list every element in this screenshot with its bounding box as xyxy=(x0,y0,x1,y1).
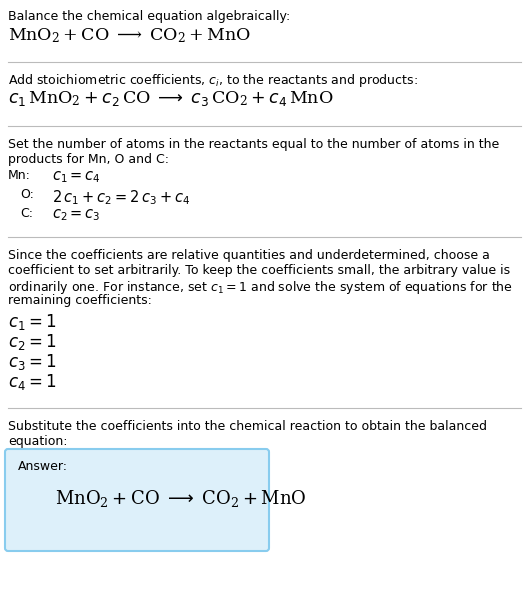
Text: Answer:: Answer: xyxy=(18,460,68,473)
FancyBboxPatch shape xyxy=(5,449,269,551)
Text: $c_4 = 1$: $c_4 = 1$ xyxy=(8,372,57,392)
Text: Add stoichiometric coefficients, $c_i$, to the reactants and products:: Add stoichiometric coefficients, $c_i$, … xyxy=(8,72,418,89)
Text: $\mathregular{MnO_2} + \mathregular{CO} \;\longrightarrow\; \mathregular{CO_2} +: $\mathregular{MnO_2} + \mathregular{CO} … xyxy=(55,488,307,509)
Text: Balance the chemical equation algebraically:: Balance the chemical equation algebraica… xyxy=(8,10,290,23)
Text: Since the coefficients are relative quantities and underdetermined, choose a: Since the coefficients are relative quan… xyxy=(8,249,490,262)
Text: $c_2 = c_3$: $c_2 = c_3$ xyxy=(52,207,101,223)
Text: remaining coefficients:: remaining coefficients: xyxy=(8,294,152,307)
Text: $c_1 = c_4$: $c_1 = c_4$ xyxy=(52,169,101,185)
Text: ordinarily one. For instance, set $c_1 = 1$ and solve the system of equations fo: ordinarily one. For instance, set $c_1 =… xyxy=(8,279,513,296)
Text: $c_2 = 1$: $c_2 = 1$ xyxy=(8,332,57,352)
Text: $c_3 = 1$: $c_3 = 1$ xyxy=(8,352,57,372)
Text: $c_1 = 1$: $c_1 = 1$ xyxy=(8,312,57,332)
Text: coefficient to set arbitrarily. To keep the coefficients small, the arbitrary va: coefficient to set arbitrarily. To keep … xyxy=(8,264,510,277)
Text: Set the number of atoms in the reactants equal to the number of atoms in the: Set the number of atoms in the reactants… xyxy=(8,138,499,151)
Text: O:: O: xyxy=(20,188,34,201)
Text: products for Mn, O and C:: products for Mn, O and C: xyxy=(8,153,169,166)
Text: C:: C: xyxy=(20,207,33,220)
Text: $2\,c_1 + c_2 = 2\,c_3 + c_4$: $2\,c_1 + c_2 = 2\,c_3 + c_4$ xyxy=(52,188,190,207)
Text: equation:: equation: xyxy=(8,435,68,448)
Text: $\mathregular{MnO_2 + CO \;\longrightarrow\; CO_2 + MnO}$: $\mathregular{MnO_2 + CO \;\longrightarr… xyxy=(8,26,251,45)
Text: $c_1\,\mathregular{MnO_2} + c_2\,\mathregular{CO} \;\longrightarrow\; c_3\,\math: $c_1\,\mathregular{MnO_2} + c_2\,\mathre… xyxy=(8,89,334,108)
Text: Substitute the coefficients into the chemical reaction to obtain the balanced: Substitute the coefficients into the che… xyxy=(8,420,487,433)
Text: Mn:: Mn: xyxy=(8,169,31,182)
